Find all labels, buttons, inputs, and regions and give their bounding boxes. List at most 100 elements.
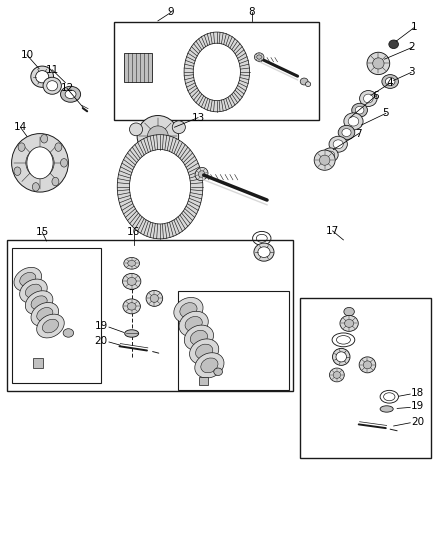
- Bar: [33, 358, 43, 368]
- Ellipse shape: [43, 77, 61, 94]
- Ellipse shape: [333, 372, 341, 378]
- Ellipse shape: [338, 125, 355, 140]
- Ellipse shape: [314, 150, 335, 170]
- Circle shape: [41, 134, 48, 143]
- Ellipse shape: [363, 361, 371, 369]
- Ellipse shape: [214, 368, 223, 375]
- Ellipse shape: [130, 123, 143, 136]
- Ellipse shape: [380, 406, 393, 412]
- Text: 8: 8: [248, 7, 255, 18]
- Ellipse shape: [322, 148, 338, 162]
- Ellipse shape: [63, 329, 74, 337]
- Ellipse shape: [174, 297, 203, 323]
- Ellipse shape: [31, 302, 59, 326]
- Ellipse shape: [382, 75, 399, 88]
- Text: 18: 18: [411, 388, 424, 398]
- Ellipse shape: [37, 308, 53, 321]
- Ellipse shape: [12, 134, 68, 192]
- Ellipse shape: [342, 128, 351, 136]
- Ellipse shape: [137, 116, 179, 157]
- Ellipse shape: [191, 330, 208, 345]
- Ellipse shape: [359, 357, 376, 373]
- Ellipse shape: [14, 268, 42, 291]
- Text: 9: 9: [168, 7, 174, 18]
- Ellipse shape: [25, 284, 42, 298]
- Text: 16: 16: [127, 227, 141, 237]
- Ellipse shape: [146, 290, 162, 306]
- Ellipse shape: [127, 277, 136, 285]
- Bar: [199, 376, 208, 384]
- Ellipse shape: [31, 296, 47, 310]
- Ellipse shape: [123, 273, 141, 289]
- Text: 11: 11: [46, 65, 59, 75]
- Ellipse shape: [60, 86, 81, 102]
- Ellipse shape: [344, 308, 354, 316]
- Ellipse shape: [20, 272, 36, 286]
- Bar: [114, 22, 319, 120]
- Ellipse shape: [20, 279, 47, 303]
- Ellipse shape: [148, 126, 168, 147]
- Text: 19: 19: [411, 401, 424, 411]
- Ellipse shape: [384, 393, 395, 401]
- Ellipse shape: [373, 58, 384, 69]
- Ellipse shape: [195, 344, 213, 359]
- Ellipse shape: [348, 117, 359, 126]
- Ellipse shape: [367, 52, 390, 75]
- Ellipse shape: [257, 55, 261, 59]
- Text: 10: 10: [20, 50, 33, 60]
- Ellipse shape: [254, 53, 264, 61]
- Ellipse shape: [305, 82, 311, 86]
- Ellipse shape: [195, 167, 208, 181]
- Ellipse shape: [184, 325, 213, 350]
- Ellipse shape: [333, 140, 343, 149]
- Ellipse shape: [35, 70, 49, 83]
- Ellipse shape: [345, 319, 354, 327]
- Circle shape: [184, 32, 250, 112]
- Bar: [300, 298, 431, 458]
- Circle shape: [52, 177, 59, 186]
- Text: 6: 6: [372, 91, 378, 101]
- Ellipse shape: [385, 77, 395, 85]
- Text: 3: 3: [408, 68, 414, 77]
- Text: 1: 1: [411, 22, 418, 33]
- Ellipse shape: [319, 155, 330, 165]
- Text: 19: 19: [95, 321, 108, 331]
- Ellipse shape: [256, 235, 267, 243]
- Ellipse shape: [26, 148, 54, 177]
- Ellipse shape: [352, 103, 367, 117]
- Ellipse shape: [360, 91, 377, 107]
- Text: 17: 17: [326, 226, 339, 236]
- Text: 7: 7: [355, 128, 362, 139]
- Ellipse shape: [124, 257, 140, 269]
- Circle shape: [60, 159, 67, 167]
- Text: 4: 4: [387, 78, 393, 88]
- Text: 5: 5: [382, 108, 389, 118]
- Ellipse shape: [172, 121, 185, 134]
- Ellipse shape: [364, 94, 373, 103]
- Ellipse shape: [179, 311, 208, 336]
- Ellipse shape: [332, 333, 355, 347]
- Ellipse shape: [123, 299, 141, 314]
- Circle shape: [117, 135, 203, 239]
- Ellipse shape: [254, 243, 274, 261]
- Ellipse shape: [253, 231, 271, 245]
- Circle shape: [32, 183, 39, 191]
- Circle shape: [193, 43, 240, 101]
- Ellipse shape: [380, 390, 399, 403]
- Ellipse shape: [258, 247, 270, 257]
- Text: 13: 13: [191, 112, 205, 123]
- Text: 2: 2: [409, 43, 415, 52]
- Ellipse shape: [31, 66, 53, 87]
- Ellipse shape: [344, 113, 363, 130]
- Bar: [124, 53, 152, 82]
- Circle shape: [14, 167, 21, 175]
- Ellipse shape: [389, 40, 399, 49]
- Ellipse shape: [300, 78, 308, 85]
- Bar: [177, 292, 289, 390]
- Ellipse shape: [47, 80, 58, 91]
- Ellipse shape: [198, 171, 205, 177]
- Ellipse shape: [336, 336, 350, 344]
- Ellipse shape: [332, 349, 350, 366]
- Circle shape: [55, 143, 62, 151]
- Ellipse shape: [128, 261, 136, 266]
